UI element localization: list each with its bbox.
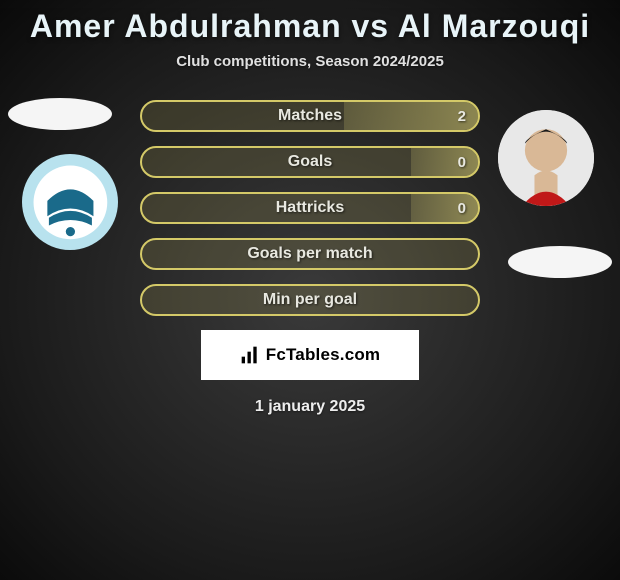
left-club-badge	[22, 154, 118, 250]
fctables-logo-text: FcTables.com	[266, 345, 381, 365]
club-badge-inner	[22, 154, 118, 250]
stat-bars: 2Matches 0Goals 0Hattricks Goals per match M…	[140, 100, 480, 316]
stat-label: Min per goal	[142, 286, 478, 314]
stat-label: Goals per match	[142, 240, 478, 268]
stat-label: Hattricks	[142, 194, 478, 222]
fctables-logo-box: FcTables.com	[201, 330, 419, 380]
stat-label: Matches	[142, 102, 478, 130]
bar-chart-icon	[240, 345, 260, 365]
comparison-content: 2Matches 0Goals 0Hattricks Goals per match M…	[0, 100, 620, 416]
footer-date: 1 january 2025	[0, 398, 620, 416]
player-face-placeholder	[498, 110, 594, 206]
page-subtitle: Club competitions, Season 2024/2025	[0, 53, 620, 70]
stat-bar: Goals per match	[140, 238, 480, 270]
right-player-photo	[498, 110, 594, 206]
stat-bar: Min per goal	[140, 284, 480, 316]
stat-bar: 2Matches	[140, 100, 480, 132]
right-oval-decor	[508, 246, 612, 278]
page-title: Amer Abdulrahman vs Al Marzouqi	[0, 8, 620, 45]
stat-label: Goals	[142, 148, 478, 176]
left-oval-decor	[8, 98, 112, 130]
stat-bar: 0Goals	[140, 146, 480, 178]
stat-bar: 0Hattricks	[140, 192, 480, 224]
